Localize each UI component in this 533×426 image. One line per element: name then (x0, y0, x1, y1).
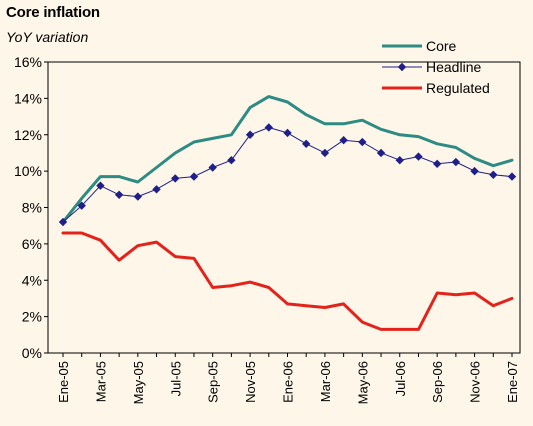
legend-headline-label: Headline (426, 59, 481, 75)
headline-data-point (432, 159, 442, 169)
headline-data-point (77, 201, 86, 210)
headline-data-point (489, 170, 498, 179)
x-tick-label: Nov-06 (468, 361, 483, 403)
headline-data-point (58, 217, 68, 227)
headline-data-point (171, 174, 180, 183)
y-tick-label: 6% (22, 236, 42, 252)
headline-data-point (414, 152, 423, 161)
headline-data-point (320, 148, 330, 158)
x-tick-label: Jul-05 (168, 361, 183, 396)
core-series-line (61, 95, 514, 224)
headline-data-point (283, 128, 292, 138)
x-tick-label: Ene-07 (505, 361, 520, 403)
x-tick-label: Nov-05 (243, 361, 258, 403)
y-tick-label: 0% (22, 345, 42, 361)
headline-data-point (339, 136, 348, 145)
headline-data-point (264, 123, 273, 132)
x-tick-label: Ene-06 (281, 361, 296, 403)
regulated-series-line (61, 231, 514, 331)
legend-core-label: Core (426, 38, 457, 54)
headline-data-point (376, 148, 386, 158)
legend-headline-marker (397, 62, 407, 72)
headline-data-point (395, 156, 404, 165)
plot-frame (47, 61, 521, 354)
x-tick-label: May-06 (355, 361, 370, 404)
y-tick-label: 14% (14, 90, 42, 106)
x-tick-label: Sep-06 (430, 361, 445, 403)
chart-subtitle: YoY variation (6, 29, 89, 45)
chart-title: Core inflation (6, 4, 100, 21)
headline-data-point (451, 157, 461, 167)
y-tick-label: 4% (22, 272, 42, 288)
headline-data-point (96, 181, 105, 190)
x-tick-label: Ene-05 (56, 361, 71, 403)
headline-data-point (358, 137, 367, 147)
headline-data-point (114, 190, 124, 199)
headline-data-point (189, 172, 199, 181)
x-tick-label: May-05 (131, 361, 146, 404)
y-tick-label: 12% (14, 127, 42, 143)
x-tick-label: Sep-05 (206, 361, 221, 403)
y-tick-label: 8% (22, 200, 42, 216)
y-tick-label: 2% (22, 309, 42, 325)
headline-data-point (208, 163, 217, 172)
headline-series-line (62, 127, 513, 223)
y-tick-label: 16% (14, 54, 42, 70)
headline-data-point (507, 172, 517, 181)
headline-data-point (152, 185, 161, 194)
y-tick-label: 10% (14, 163, 42, 179)
x-tick-label: Jul-06 (393, 361, 408, 396)
headline-data-point (133, 192, 143, 201)
headline-data-point (302, 139, 311, 149)
headline-data-point (470, 166, 479, 176)
x-tick-label: Mar-05 (93, 361, 108, 402)
headline-data-point (227, 156, 236, 165)
headline-data-point (245, 130, 255, 139)
x-tick-label: Mar-06 (318, 361, 333, 402)
legend-regulated-label: Regulated (426, 80, 490, 96)
